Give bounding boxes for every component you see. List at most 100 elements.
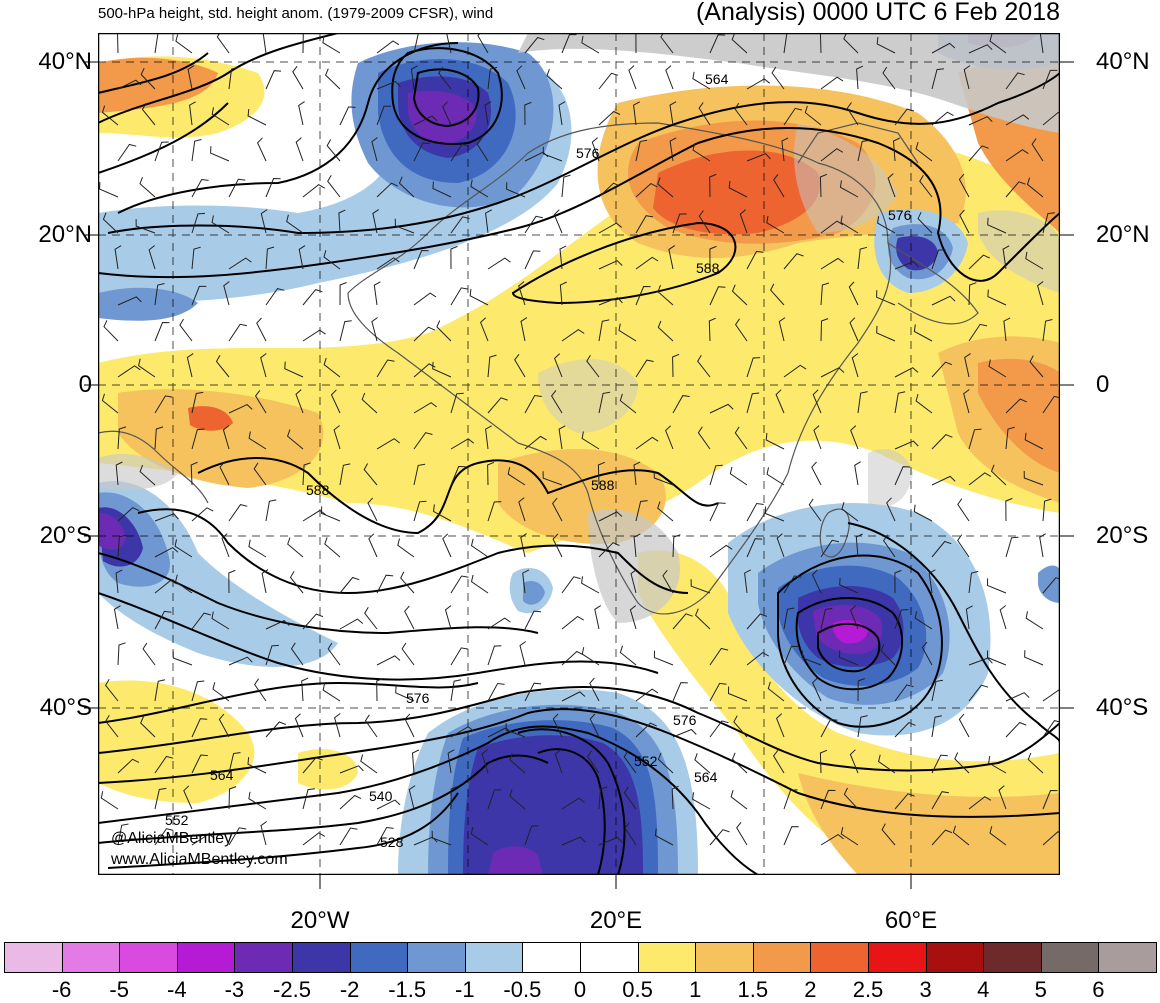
wind-barb bbox=[140, 716, 156, 738]
contour-label: 576 bbox=[576, 145, 600, 161]
wind-barb bbox=[561, 33, 577, 54]
wind-barb bbox=[470, 826, 489, 846]
wind-barb bbox=[516, 65, 526, 90]
wind-barb bbox=[364, 714, 378, 738]
wind-barb bbox=[183, 785, 193, 810]
colorbar-swatch bbox=[292, 942, 351, 973]
wind-barb bbox=[222, 425, 230, 450]
wind-barb bbox=[292, 65, 304, 90]
lon-label-20w: 20°W bbox=[290, 907, 350, 934]
wind-barb bbox=[820, 367, 845, 378]
wind-barb bbox=[191, 612, 211, 630]
colorbar-label: -1.5 bbox=[388, 977, 427, 1002]
wind-barb bbox=[989, 34, 1007, 54]
colorbar-swatch bbox=[4, 942, 63, 973]
wind-barb bbox=[1005, 72, 1025, 90]
wind-barb bbox=[372, 209, 379, 234]
wind-barb bbox=[265, 70, 282, 90]
wind-barb bbox=[338, 209, 346, 234]
wind-barb bbox=[191, 428, 205, 450]
wind-barb bbox=[339, 320, 352, 342]
wind-barb bbox=[447, 749, 455, 774]
wind-barb bbox=[476, 138, 489, 162]
wind-barb bbox=[729, 466, 748, 486]
wind-barb bbox=[783, 575, 802, 594]
wind-barb bbox=[104, 679, 119, 702]
wind-barb bbox=[442, 101, 452, 126]
wind-barb bbox=[839, 180, 859, 198]
wind-barb bbox=[228, 404, 253, 414]
wind-barb bbox=[339, 106, 356, 126]
wind-barb bbox=[117, 143, 137, 162]
wind-barb bbox=[371, 317, 378, 342]
wind-barb bbox=[1037, 281, 1044, 306]
wind-barb bbox=[880, 644, 896, 666]
wind-barb bbox=[709, 464, 723, 486]
wind-barb bbox=[894, 261, 919, 270]
wind-barb bbox=[294, 713, 304, 738]
wind-barb bbox=[624, 822, 637, 846]
wind-barb bbox=[221, 533, 230, 558]
wind-barb bbox=[228, 66, 239, 90]
wind-barb bbox=[694, 753, 711, 774]
colorbar-swatch bbox=[868, 942, 927, 973]
wind-barb bbox=[191, 680, 205, 702]
wind-barb bbox=[1024, 650, 1044, 666]
wind-barb bbox=[401, 642, 415, 666]
wind-barb bbox=[857, 715, 868, 738]
wind-barb bbox=[191, 391, 204, 414]
wind-barb bbox=[254, 678, 267, 702]
wind-barb bbox=[919, 174, 933, 198]
wind-barb bbox=[432, 504, 452, 522]
lat-label-20s-right: 20°S bbox=[1096, 522, 1149, 549]
wind-barb bbox=[368, 533, 378, 558]
wind-barb bbox=[376, 677, 384, 702]
wind-barb bbox=[154, 787, 167, 810]
wind-barb bbox=[339, 765, 364, 774]
wind-barb bbox=[990, 464, 1007, 486]
wind-barb bbox=[117, 296, 142, 306]
colorbar-label: 3 bbox=[919, 977, 932, 1002]
colorbar-swatch bbox=[1098, 942, 1157, 973]
wind-barb bbox=[698, 102, 711, 126]
wind-barb bbox=[1023, 470, 1044, 486]
wind-barb bbox=[894, 684, 914, 702]
wind-barb bbox=[744, 569, 752, 594]
wind-barb bbox=[783, 645, 799, 666]
wind-barb bbox=[931, 68, 944, 90]
wind-barb bbox=[410, 65, 418, 90]
wind-barb bbox=[931, 829, 953, 846]
wind-barb bbox=[139, 464, 156, 486]
wind-barb bbox=[191, 285, 207, 306]
wind-barb bbox=[360, 754, 378, 774]
wind-barb bbox=[154, 828, 174, 846]
colorbar-label: 0 bbox=[573, 977, 587, 1002]
wind-barb bbox=[212, 682, 230, 702]
wind-barb bbox=[287, 429, 304, 450]
wind-barb bbox=[653, 650, 674, 666]
wind-barb bbox=[813, 425, 822, 450]
colorbar-label: -3 bbox=[224, 977, 245, 1002]
contour-label: 564 bbox=[694, 769, 718, 785]
wind-barb bbox=[559, 245, 567, 270]
wind-barb bbox=[594, 605, 601, 630]
wind-barb bbox=[811, 461, 822, 486]
colorbar-label: 4 bbox=[977, 977, 990, 1002]
wind-barb bbox=[333, 425, 341, 450]
wind-barb bbox=[1042, 831, 1060, 846]
wind-barb bbox=[154, 283, 165, 306]
wind-barb bbox=[586, 354, 600, 378]
wind-barb bbox=[968, 145, 989, 162]
wind-barb bbox=[260, 209, 268, 234]
wind-barb bbox=[781, 137, 789, 162]
wind-barb bbox=[189, 101, 196, 126]
wind-barb bbox=[986, 578, 1007, 594]
wind-barb bbox=[746, 502, 764, 522]
wind-barb bbox=[210, 146, 230, 162]
wind-barb bbox=[413, 402, 437, 414]
lat-label-20n-left: 20°N bbox=[38, 221, 92, 248]
wind-barb bbox=[669, 137, 677, 162]
wind-barb bbox=[697, 354, 711, 378]
lon-label-60e: 60°E bbox=[884, 907, 938, 934]
wind-barb bbox=[820, 318, 829, 342]
